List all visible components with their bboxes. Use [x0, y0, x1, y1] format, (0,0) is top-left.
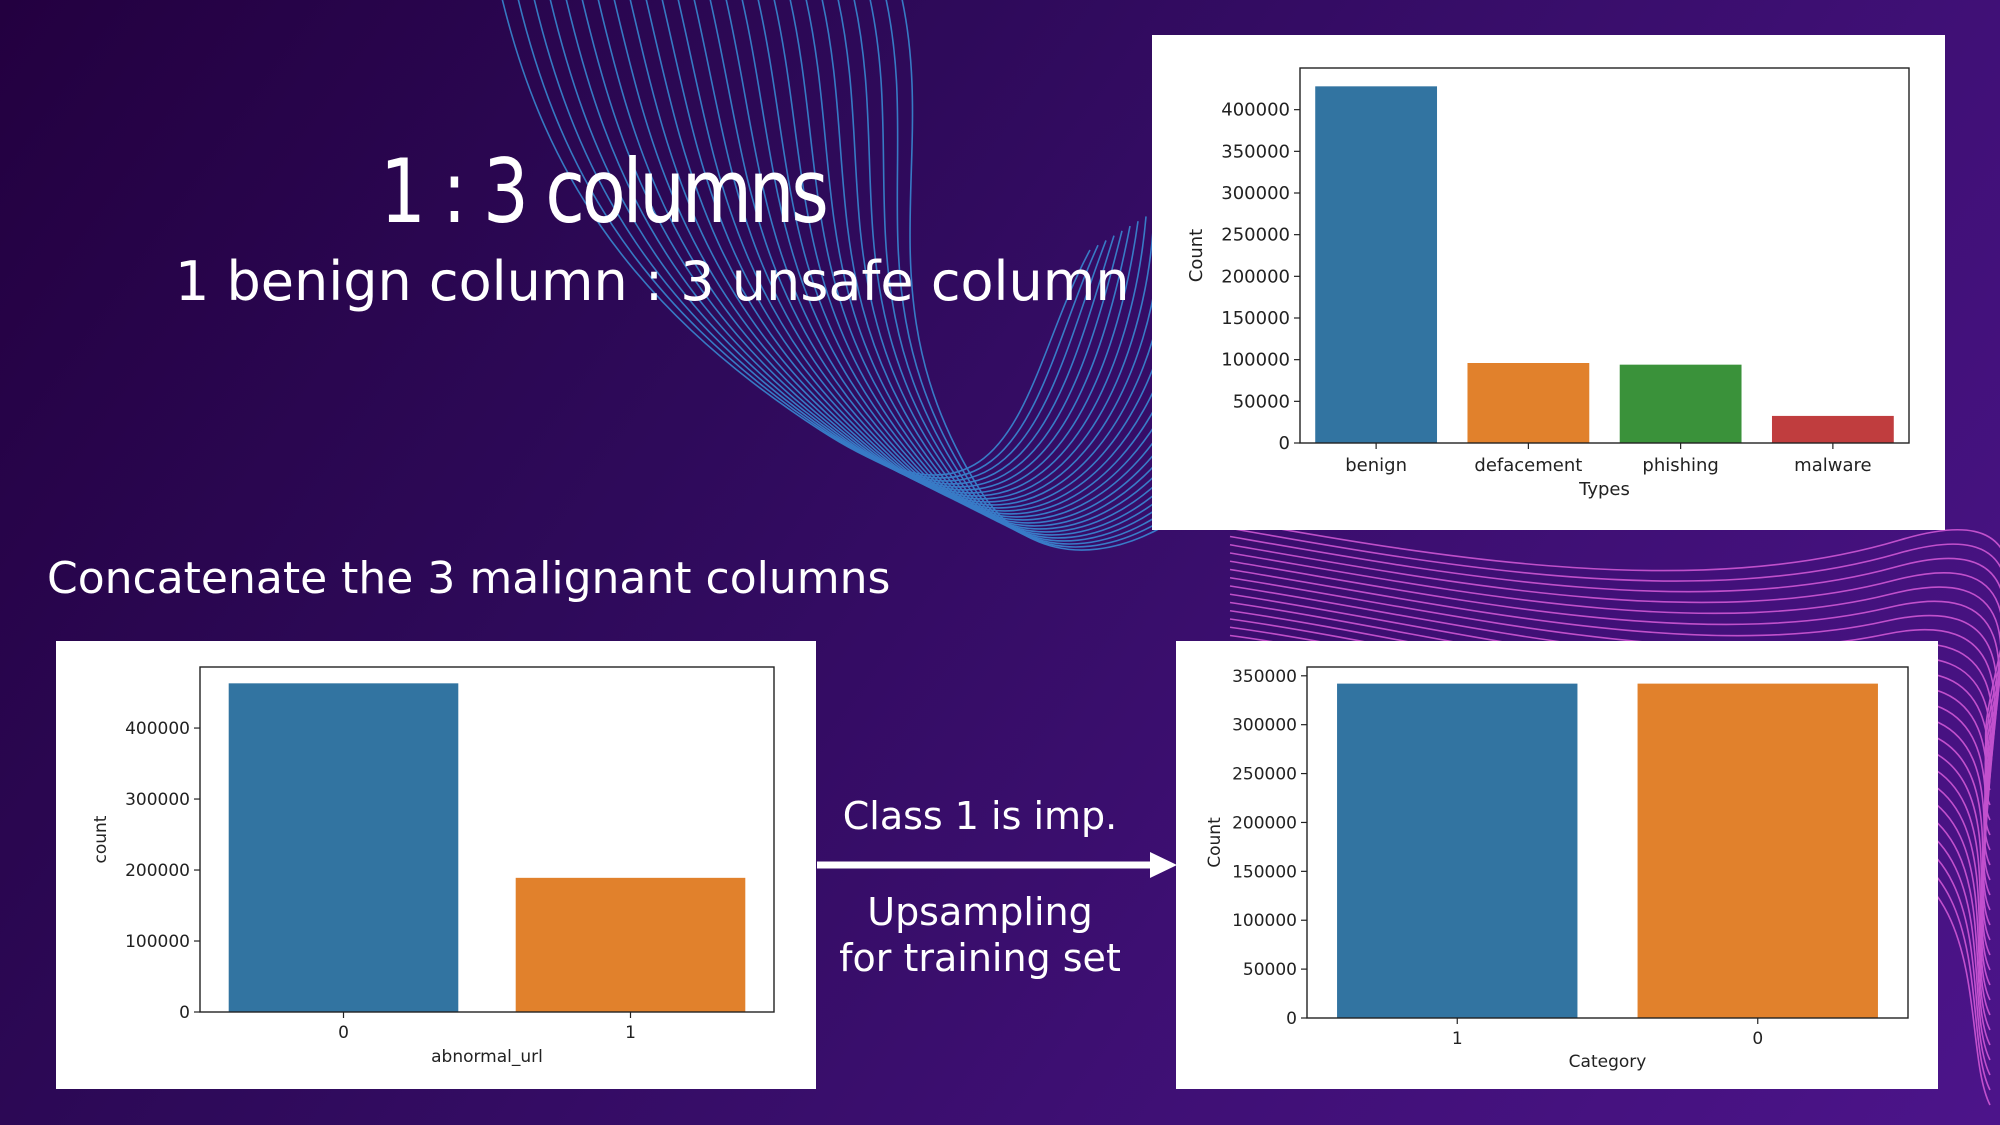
y-axis-label: Count — [1205, 817, 1225, 868]
y-tick-label: 0 — [179, 1003, 190, 1023]
y-tick-label: 100000 — [1221, 350, 1290, 371]
bar-0 — [1637, 683, 1878, 1018]
slide-subtitle: 1 benign column : 3 unsafe column — [175, 250, 1130, 313]
x-tick-label: phishing — [1642, 455, 1718, 476]
blue-wave-line — [613, 0, 1147, 497]
y-tick-label: 200000 — [1232, 813, 1297, 833]
right-arrow-icon — [817, 852, 1177, 878]
concatenate-caption: Concatenate the 3 malignant columns — [47, 553, 891, 604]
x-tick-label: 0 — [1752, 1029, 1763, 1049]
blue-wave-line — [565, 0, 1123, 488]
bar-1 — [1337, 683, 1578, 1018]
y-tick-label: 50000 — [1233, 391, 1290, 412]
bar-phishing — [1619, 364, 1742, 443]
y-axis-label: count — [91, 815, 111, 863]
y-tick-label: 300000 — [125, 790, 190, 810]
x-tick-label: 1 — [625, 1023, 636, 1043]
blue-wave-line — [533, 0, 1107, 482]
x-axis-label: Category — [1569, 1052, 1647, 1072]
x-tick-label: 0 — [338, 1023, 349, 1043]
upsampling-note: Upsampling for training set — [830, 889, 1130, 981]
y-tick-label: 150000 — [1221, 308, 1290, 329]
x-tick-label: malware — [1794, 455, 1871, 476]
y-tick-label: 100000 — [1232, 911, 1297, 931]
blue-wave-line — [661, 0, 1172, 506]
category-count-chart: 1 0 0 50000 100000 150000 200000 250000 300000 35… — [1176, 641, 1938, 1089]
abnormal-url-count-chart: 0 1 0 100000 200000 300000 400000 abnormal_url c… — [56, 641, 816, 1089]
x-tick-label: 1 — [1452, 1029, 1463, 1049]
y-tick-label: 200000 — [1221, 266, 1290, 287]
class-importance-note: Class 1 is imp. — [842, 794, 1118, 838]
bar-defacement — [1467, 363, 1590, 443]
bar-benign — [1315, 86, 1438, 444]
y-tick-label: 400000 — [125, 719, 190, 739]
y-tick-label: 250000 — [1221, 225, 1290, 246]
x-axis-label: abnormal_url — [431, 1047, 543, 1067]
plot-frame — [1299, 67, 1910, 444]
blue-wave-line — [517, 0, 1099, 479]
y-tick-label: 350000 — [1232, 667, 1297, 687]
pink-wave-line — [1229, 527, 2000, 776]
y-tick-label: 300000 — [1221, 183, 1290, 204]
bar-malware — [1771, 415, 1894, 443]
y-tick-label: 150000 — [1232, 862, 1297, 882]
x-tick-label: defacement — [1474, 455, 1582, 476]
x-axis-label: Types — [1578, 479, 1630, 500]
y-tick-label: 0 — [1286, 1009, 1297, 1029]
pink-wave-line — [1229, 552, 2000, 821]
y-tick-label: 0 — [1279, 433, 1290, 454]
y-axis-label: Count — [1186, 229, 1207, 282]
y-tick-label: 350000 — [1221, 141, 1290, 162]
blue-wave-line — [549, 0, 1115, 485]
plot-frame — [199, 666, 775, 1013]
upsampling-note-line-1: Upsampling — [867, 890, 1093, 934]
blue-wave-line — [629, 0, 1155, 500]
bar-0 — [228, 683, 459, 1012]
upsampling-note-line-2: for training set — [839, 936, 1121, 980]
blue-wave-line — [597, 0, 1139, 494]
blue-wave-line — [501, 0, 1091, 476]
x-tick-label: benign — [1345, 455, 1407, 476]
y-tick-label: 200000 — [125, 861, 190, 881]
blue-wave-line — [645, 0, 1163, 503]
types-count-chart: benign defacement phishing malware 0 50000 100… — [1152, 35, 1945, 530]
y-tick-label: 100000 — [125, 932, 190, 952]
y-tick-label: 250000 — [1232, 765, 1297, 785]
bar-1 — [515, 877, 746, 1012]
blue-wave-line — [581, 0, 1131, 491]
slide-title: 1 : 3 columns — [380, 140, 829, 243]
plot-frame — [1306, 666, 1909, 1019]
y-tick-label: 50000 — [1243, 960, 1297, 980]
y-tick-label: 300000 — [1232, 716, 1297, 736]
y-tick-label: 400000 — [1221, 100, 1290, 121]
